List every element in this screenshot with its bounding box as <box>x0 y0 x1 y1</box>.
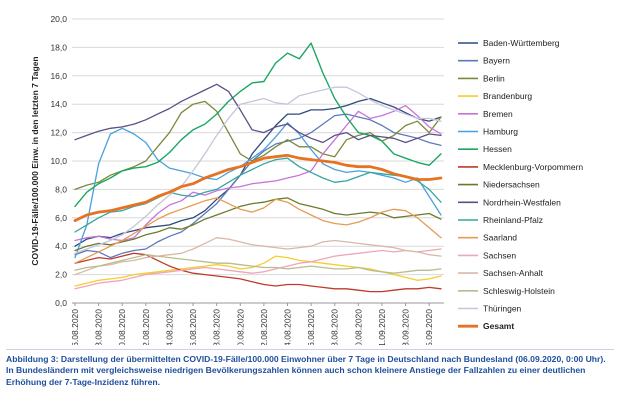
x-tick-label: 24.08.2020 <box>283 309 293 345</box>
x-tick-label: 22.08.2020 <box>259 309 269 345</box>
x-tick-label: 26.08.2020 <box>306 309 316 345</box>
x-tick-label: 28.08.2020 <box>330 309 340 345</box>
legend-label-nordrhein-westfalen: Nordrhein-Westfalen <box>483 197 561 207</box>
x-tick-label: 01.09.2020 <box>377 309 387 345</box>
y-tick-label: 14,0 <box>50 99 67 109</box>
legend-label-gesamt: Gesamt <box>483 321 514 331</box>
y-tick-label: 16,0 <box>50 71 67 81</box>
series-line-mecklenburg-vorpommern <box>74 252 442 293</box>
series-line-bayern <box>74 113 442 259</box>
x-tick-label: 20.08.2020 <box>235 309 245 345</box>
legend-label-mecklenburg-vorpommern: Mecklenburg-Vorpommern <box>483 162 583 172</box>
legend-label-saarland: Saarland <box>483 233 517 243</box>
legend-label-brandenburg: Brandenburg <box>483 91 532 101</box>
x-tick-label: 08.08.2020 <box>94 309 104 345</box>
legend-label-niedersachsen: Niedersachsen <box>483 180 540 190</box>
legend-label-sachsen-anhalt: Sachsen-Anhalt <box>483 268 544 278</box>
x-tick-label: 03.09.2020 <box>401 309 411 345</box>
x-tick-label: 12.08.2020 <box>141 309 151 345</box>
series-line-sachsen <box>74 248 442 290</box>
legend-label-bayern: Bayern <box>483 56 510 66</box>
series-line-nordrhein-westfalen <box>74 83 442 144</box>
caption-divider <box>6 349 614 350</box>
legend-label-baden-württemberg: Baden-Württemberg <box>483 38 560 48</box>
y-tick-label: 8,0 <box>55 184 67 194</box>
x-tick-label: 16.08.2020 <box>188 309 198 345</box>
chart: 0,0 2,0 4,0 6,0 8,0 10,0 12,0 14,0 16,0 18,0 20,0 C… <box>30 14 583 345</box>
legend-label-sachsen: Sachsen <box>483 250 516 260</box>
y-tick-label: 4,0 <box>55 241 67 251</box>
legend-label-hamburg: Hamburg <box>483 127 518 137</box>
y-tick-label: 18,0 <box>50 42 67 52</box>
y-tick-label: 2,0 <box>55 270 67 280</box>
figure-caption: Abbildung 3: Darstellung der übermittelt… <box>6 354 606 387</box>
x-tick-label: 06.08.2020 <box>70 309 80 345</box>
series-line-hessen <box>74 42 442 208</box>
y-tick-label: 10,0 <box>50 156 67 166</box>
y-tick-label: 6,0 <box>55 213 67 223</box>
x-tick-label: 30.08.2020 <box>353 309 363 345</box>
series-line-baden-württemberg <box>74 97 442 247</box>
series-line-schleswig-holstein <box>74 254 442 274</box>
legend-label-hessen: Hessen <box>483 144 512 154</box>
series-line-gesamt <box>73 153 443 223</box>
x-tick-label: 10.08.2020 <box>117 309 127 345</box>
legend-label-thüringen: Thüringen <box>483 304 522 314</box>
legend-label-rheinland-pfalz: Rheinland-Pfalz <box>483 215 543 225</box>
legend-label-bremen: Bremen <box>483 109 513 119</box>
legend-label-schleswig-holstein: Schleswig-Holstein <box>483 286 555 296</box>
series-line-sachsen-anhalt <box>74 237 442 276</box>
y-tick-label: 20,0 <box>50 14 67 24</box>
x-tick-label: 18.08.2020 <box>212 309 222 345</box>
y-tick-label: 0,0 <box>55 298 67 308</box>
series-line-hamburg <box>74 122 442 259</box>
y-axis-title: COVID-19-Fälle/100.000 Einw. in den letz… <box>30 56 40 265</box>
legend-label-berlin: Berlin <box>483 73 505 83</box>
y-tick-label: 12,0 <box>50 128 67 138</box>
series-line-thüringen <box>74 86 442 254</box>
series-line-bremen <box>74 104 442 242</box>
series-line-saarland <box>74 197 442 264</box>
x-tick-label: 14.08.2020 <box>164 309 174 345</box>
x-tick-label: 05.09.2020 <box>424 309 434 345</box>
line-chart: 0,0 2,0 4,0 6,0 8,0 10,0 12,0 14,0 16,0 18,0 20,0 C… <box>30 14 583 345</box>
